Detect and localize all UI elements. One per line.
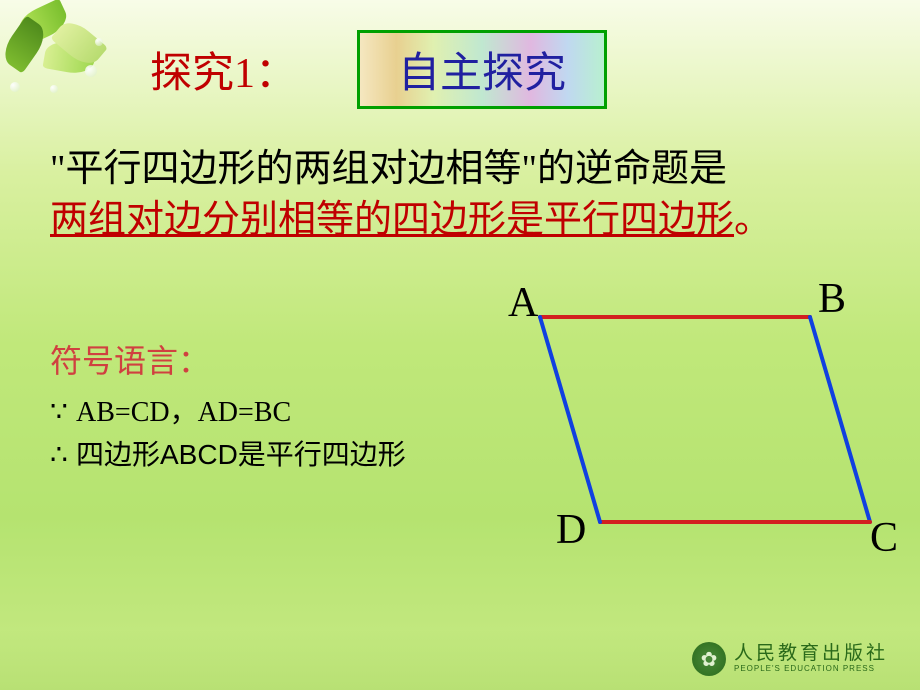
period: 。 <box>734 199 772 241</box>
statement-block: "平行四边形的两组对边相等"的逆命题是 两组对边分别相等的四边形是平行四边形。 <box>0 109 920 247</box>
therefore-symbol: ∴ <box>50 435 76 477</box>
conclusion-text: 四边形ABCD是平行四边形 <box>76 439 406 470</box>
proposition-text: 平行四边形的两组对边相等 <box>66 148 522 190</box>
inquiry-label: 探究1： <box>150 39 297 100</box>
publisher-logo: ✿ 人民教育出版社 PEOPLE'S EDUCATION PRESS <box>692 642 888 676</box>
symbol-language-block: 符号语言： ∵AB=CD，AD=BC ∴四边形ABCD是平行四边形 <box>50 277 470 577</box>
logo-badge-icon: ✿ <box>692 642 726 676</box>
lower-row: 符号语言： ∵AB=CD，AD=BC ∴四边形ABCD是平行四边形 A B C D <box>0 247 920 577</box>
publisher-cn: 人民教育出版社 <box>734 644 888 665</box>
parallelogram-diagram: ABCD <box>470 277 890 577</box>
therefore-line: ∴四边形ABCD是平行四边形 <box>50 434 470 477</box>
because-line: ∵AB=CD，AD=BC <box>50 391 470 434</box>
symbol-title: 符号语言： <box>50 337 470 385</box>
converse-proposition: 两组对边分别相等的四边形是平行四边形 <box>50 199 734 241</box>
publisher-en: PEOPLE'S EDUCATION PRESS <box>734 665 888 674</box>
because-symbol: ∵ <box>50 392 76 434</box>
vertex-label-C: C <box>870 514 898 562</box>
corner-leaf-decor <box>0 0 130 110</box>
given-equations: AB=CD，AD=BC <box>76 397 291 428</box>
logo-text: 人民教育出版社 PEOPLE'S EDUCATION PRESS <box>734 644 888 674</box>
vertex-label-D: D <box>556 506 586 554</box>
title-box: 自主探究 <box>357 30 607 109</box>
vertex-label-A: A <box>508 279 538 327</box>
vertex-label-B: B <box>818 275 846 323</box>
converse-lead: "的逆命题是 <box>522 148 728 190</box>
title-row: 探究1： 自主探究 <box>0 0 920 109</box>
quote-open: " <box>50 148 66 190</box>
